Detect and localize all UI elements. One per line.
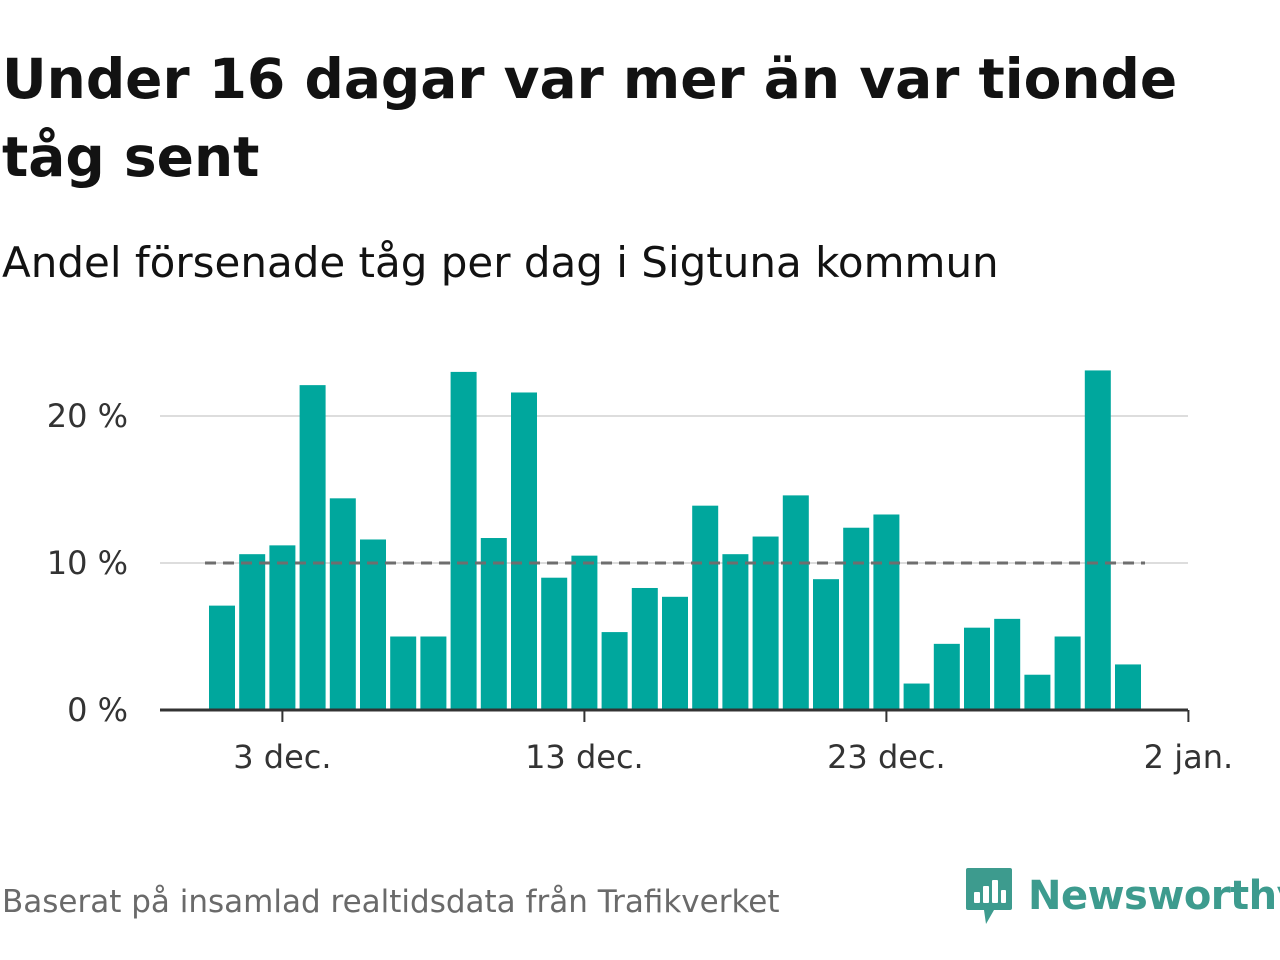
bar [964,627,990,710]
brand-name: Newsworthy [1028,873,1280,919]
bar [360,539,386,710]
bar [933,643,960,710]
bar [1084,370,1111,710]
bar [1024,674,1051,710]
bar [450,371,477,710]
source-note: Baserat på insamlad realtidsdata från Tr… [2,884,780,920]
bar [722,554,749,710]
bar [631,587,658,710]
y-tick-label: 10 % [47,544,128,582]
axes: 0 % 10 % 20 % 3 dec. 13 dec. 23 dec. 2 jan. [47,397,1233,776]
bar [601,632,628,710]
bar [752,536,779,710]
x-tick-label: 3 dec. [233,738,331,776]
x-tick-label: 2 jan. [1144,738,1233,776]
bar [571,555,598,710]
brand-logo[interactable]: Newsworthy [964,864,1280,928]
bar [329,498,356,710]
bar [541,577,568,710]
bar [994,618,1021,710]
bar [239,554,266,710]
bar [390,636,417,710]
bar [480,538,507,710]
bar [1115,664,1141,710]
bar [692,505,719,710]
y-tick-label: 0 % [67,691,128,729]
chart-subtitle: Andel försenade tåg per dag i Sigtuna ko… [2,238,999,287]
bar [662,596,688,710]
bar [511,392,537,710]
bar [269,545,296,710]
bar [1054,636,1081,710]
bar [209,605,235,710]
bar [299,385,326,710]
bar [782,495,809,710]
bar [873,514,900,710]
y-tick-label: 20 % [47,397,128,435]
bar [903,683,930,710]
bar [813,579,839,710]
bar-chart-speech-bubble-icon [966,868,1012,924]
bar-chart: 0 % 10 % 20 % 3 dec. 13 dec. 23 dec. 2 jan. [47,370,1233,776]
x-tick-label: 13 dec. [525,738,644,776]
chart-title: Under 16 dagar var mer än var tionde tåg… [2,47,1178,189]
x-tick-label: 23 dec. [827,738,946,776]
bars [209,370,1141,710]
bar [420,636,447,710]
bar [843,527,870,710]
